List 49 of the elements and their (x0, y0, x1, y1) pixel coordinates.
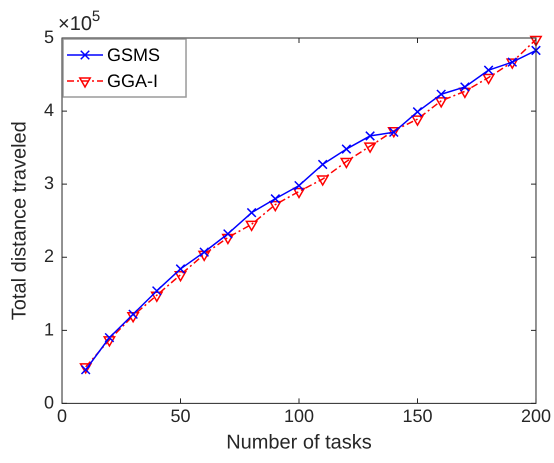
point (128, 309, 138, 320)
point (340, 158, 352, 168)
point (530, 36, 542, 46)
point (174, 271, 186, 282)
point (270, 194, 280, 204)
point (412, 106, 422, 117)
point (412, 115, 424, 126)
y-tick-label: 2 (44, 246, 54, 266)
y-axis-title: Total distance traveled (8, 121, 31, 320)
y-tick-label: 0 (44, 392, 54, 412)
y-tick-label: 5 (44, 26, 54, 47)
x-tick-label: 0 (57, 406, 68, 426)
point (199, 247, 210, 258)
point (294, 180, 304, 191)
point (152, 286, 162, 296)
point (103, 336, 116, 347)
point (198, 250, 210, 262)
point (222, 234, 234, 244)
y-tick-label: 1 (44, 319, 54, 340)
point (246, 220, 258, 232)
point (318, 159, 328, 170)
point (435, 97, 448, 108)
legend-label: GSMS (107, 44, 160, 65)
point (482, 74, 495, 84)
point (246, 208, 257, 218)
x-tick-label: 200 (520, 406, 552, 426)
x-tick-label: 100 (284, 406, 314, 426)
legend-label: GGA-I (107, 70, 158, 91)
point (484, 65, 494, 76)
point (104, 332, 114, 343)
x-axis-title: Number of tasks (226, 432, 372, 454)
point (364, 142, 376, 153)
x-tick-label: 150 (402, 406, 433, 426)
point (127, 312, 140, 322)
point (293, 188, 305, 198)
point (365, 130, 376, 141)
point (176, 264, 186, 274)
point (530, 45, 541, 56)
y-tick-label: 3 (44, 173, 54, 194)
point (316, 175, 329, 186)
point (150, 291, 163, 302)
point (341, 144, 352, 154)
point (460, 82, 470, 92)
y-tick-label: 4 (44, 100, 54, 120)
point (222, 228, 233, 239)
point (436, 89, 446, 100)
point (458, 88, 471, 98)
x-tick-label: 50 (170, 406, 191, 426)
point (269, 200, 282, 212)
